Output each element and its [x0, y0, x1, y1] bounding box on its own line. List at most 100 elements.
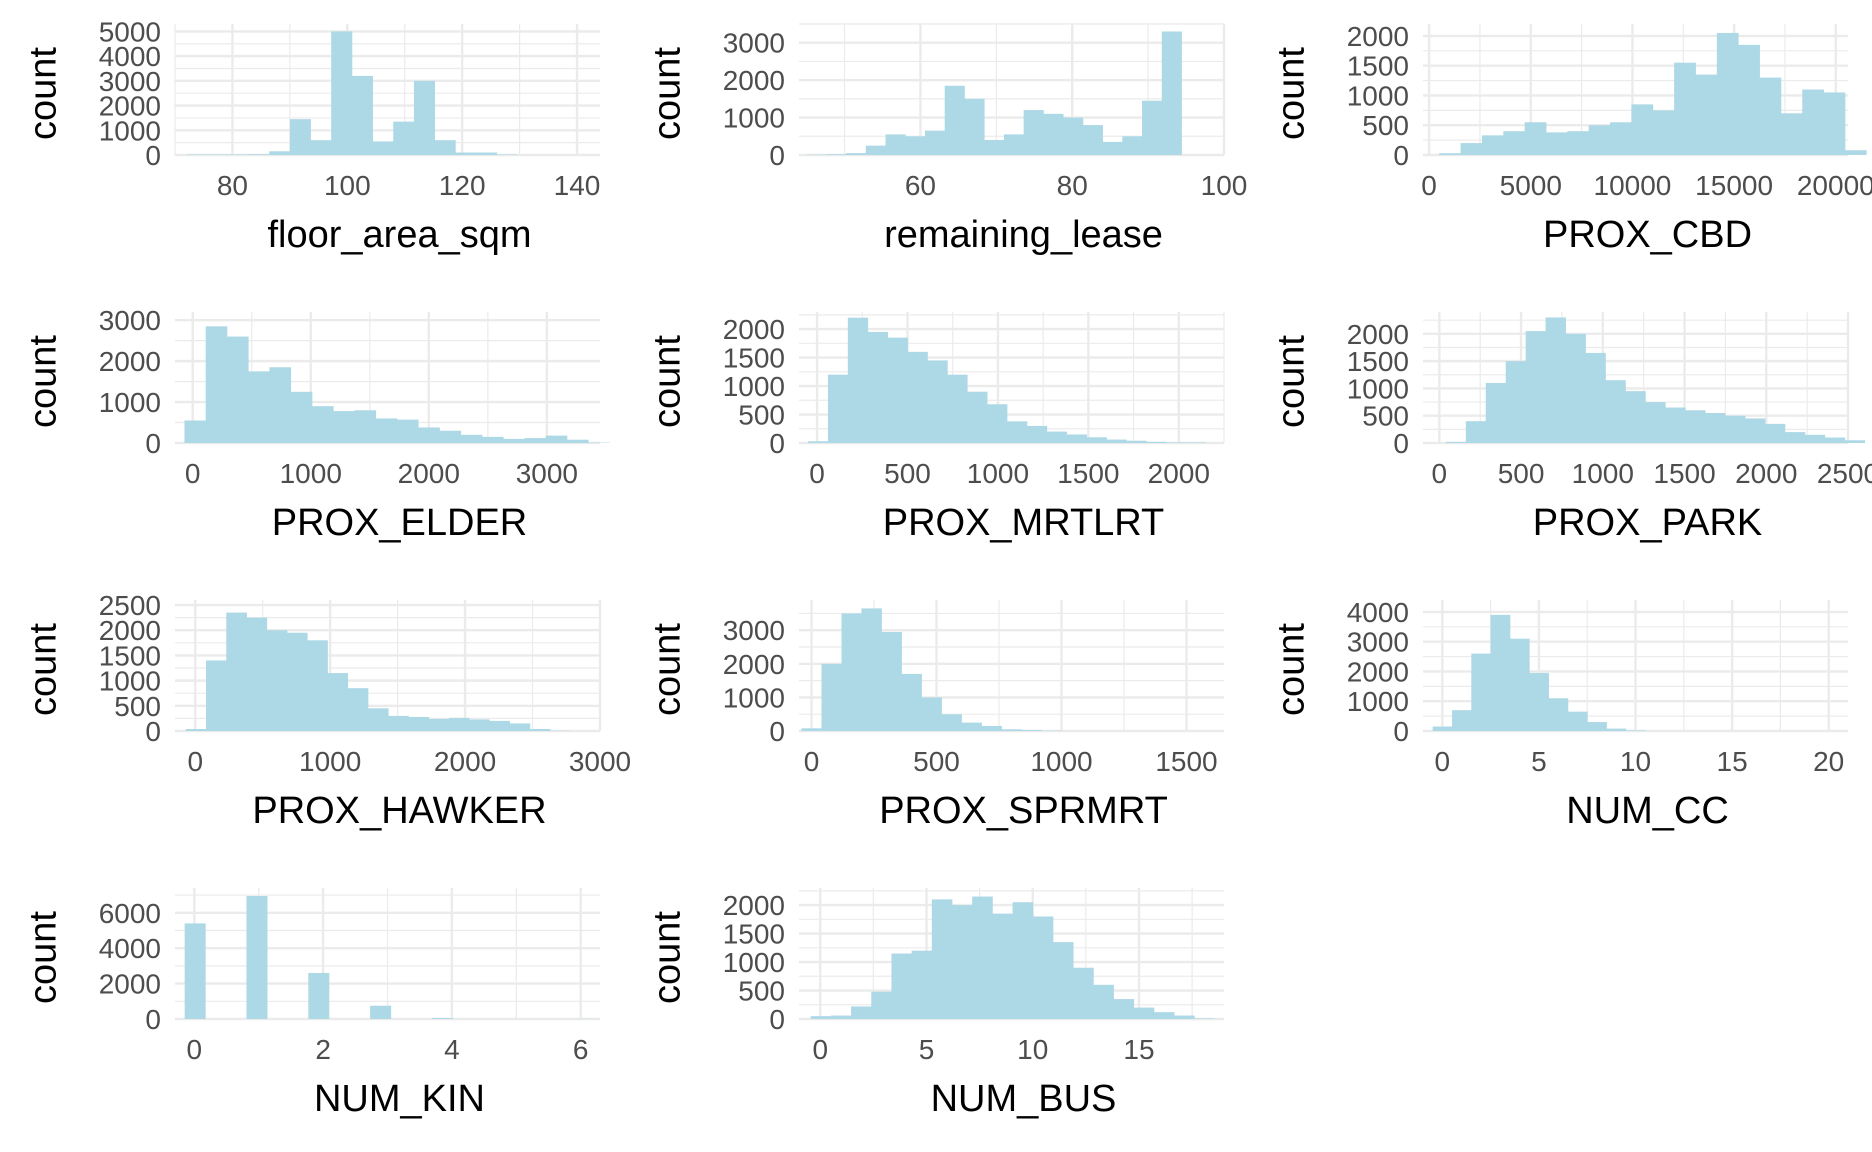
- histogram-bar: [944, 85, 965, 155]
- histogram-bar: [418, 427, 440, 443]
- histogram-bar: [1745, 418, 1766, 443]
- histogram-bar: [1122, 136, 1143, 155]
- histogram-bar: [1073, 967, 1094, 1019]
- histogram-bar: [481, 436, 504, 443]
- x-tick-label: 1500: [1653, 458, 1715, 489]
- histogram-bar: [1585, 352, 1606, 443]
- histogram-bar: [927, 360, 948, 443]
- x-tick-label: 2000: [1735, 458, 1797, 489]
- histogram-bar: [987, 404, 1008, 443]
- y-tick-label: 3000: [99, 66, 161, 97]
- x-tick-label: 120: [439, 170, 486, 201]
- x-tick-label: 0: [187, 746, 203, 777]
- y-tick-label: 2000: [723, 314, 785, 345]
- histogram-bar: [226, 336, 249, 443]
- y-tick-label: 4000: [1347, 597, 1409, 628]
- gridlines: [174, 24, 600, 157]
- histogram-bar: [509, 723, 531, 731]
- x-axis-title: NUM_KIN: [314, 1078, 485, 1120]
- histogram-bar: [1471, 653, 1492, 731]
- histogram-bar: [1451, 710, 1472, 731]
- y-tick-label: 2000: [723, 65, 785, 96]
- y-tick-label: 500: [1362, 401, 1409, 432]
- y-tick-label: 500: [114, 691, 161, 722]
- y-tick-label: 0: [1393, 428, 1409, 459]
- y-axis-title: count: [22, 335, 64, 428]
- histogram-bar: [475, 152, 498, 155]
- histogram-bar: [439, 430, 462, 443]
- histogram-bar: [1194, 1018, 1215, 1019]
- histogram-bar: [1082, 125, 1103, 155]
- histogram-bar: [289, 119, 311, 155]
- y-tick-label: 2000: [723, 649, 785, 680]
- y-tick-label: 500: [738, 400, 785, 431]
- x-tick-label: 2000: [398, 458, 460, 489]
- bars: [810, 896, 1215, 1019]
- y-axis-title: count: [646, 47, 688, 140]
- x-tick-label: 500: [884, 458, 931, 489]
- x-tick-label: 1000: [299, 746, 361, 777]
- histogram-bar: [1066, 434, 1087, 443]
- histogram-bar: [810, 1016, 832, 1019]
- histogram-bar: [887, 337, 908, 443]
- histogram-bar: [1505, 361, 1527, 443]
- histogram-bar: [413, 80, 435, 155]
- y-tick-label: 0: [769, 428, 785, 459]
- histogram-bar: [964, 98, 985, 155]
- y-tick-label: 0: [1393, 716, 1409, 747]
- x-axis-title: PROX_SPRMRT: [879, 790, 1168, 832]
- histogram-bar: [1606, 728, 1627, 731]
- bars: [185, 612, 571, 731]
- histogram-bar: [821, 663, 842, 731]
- histogram-bar: [1445, 441, 1467, 443]
- histogram-bar: [891, 953, 913, 1019]
- histogram-bar: [992, 913, 1013, 1019]
- x-tick-label: 2000: [1148, 458, 1210, 489]
- bars: [1439, 32, 1867, 155]
- histogram-bar: [1685, 410, 1706, 443]
- histogram-bar: [1465, 421, 1487, 443]
- histogram-bar: [830, 1015, 852, 1019]
- bars: [1445, 317, 1866, 443]
- histogram-prox-park: 0 500 1000 1500 2000 2500 0 500 1000 1500 2000 PROX…: [1248, 288, 1872, 576]
- histogram-bar: [1780, 113, 1803, 155]
- x-tick-label: 0: [812, 1034, 828, 1065]
- histogram-bar: [1490, 614, 1511, 731]
- y-tick-label: 1000: [1347, 80, 1409, 111]
- histogram-bar: [1716, 32, 1739, 155]
- tick-labels: 0 1000 2000 3000 0 1000 2000 3000: [99, 305, 578, 489]
- histogram-bar: [434, 140, 456, 155]
- histogram-bar: [566, 439, 589, 443]
- histogram-bar: [269, 367, 292, 443]
- histogram-bar: [1725, 415, 1746, 443]
- histogram-bar: [206, 660, 227, 731]
- x-tick-label: 15: [1717, 746, 1748, 777]
- histogram-prox-elder: 0 1000 2000 3000 0 1000 2000 3000 PROX_ELDER coun…: [0, 288, 624, 576]
- histogram-bar: [333, 411, 355, 443]
- histogram-bar: [460, 434, 483, 443]
- histogram-bar: [1844, 440, 1866, 443]
- histogram-bar: [921, 697, 942, 731]
- histogram-bar: [331, 31, 353, 156]
- histogram-bar: [1565, 333, 1586, 443]
- y-tick-label: 1000: [723, 371, 785, 402]
- histogram-bar: [428, 718, 450, 731]
- histogram-bar: [226, 612, 247, 731]
- y-tick-label: 0: [145, 716, 161, 747]
- histogram-bar: [448, 717, 470, 731]
- histogram-bar: [1503, 131, 1526, 155]
- histogram-bar: [1113, 999, 1135, 1019]
- y-tick-label: 1000: [1347, 686, 1409, 717]
- histogram-bar: [1485, 382, 1507, 443]
- x-tick-label: 10: [1017, 1034, 1048, 1065]
- histogram-bar: [1587, 722, 1607, 731]
- y-tick-label: 4000: [99, 933, 161, 964]
- histogram-bar: [1652, 110, 1675, 155]
- x-axis-title: PROX_PARK: [1533, 502, 1762, 544]
- x-tick-label: 500: [913, 746, 960, 777]
- y-tick-label: 0: [1393, 140, 1409, 171]
- histogram-bar: [861, 608, 882, 731]
- x-axis-title: PROX_MRTLRT: [883, 502, 1165, 544]
- histogram-bar: [972, 896, 993, 1019]
